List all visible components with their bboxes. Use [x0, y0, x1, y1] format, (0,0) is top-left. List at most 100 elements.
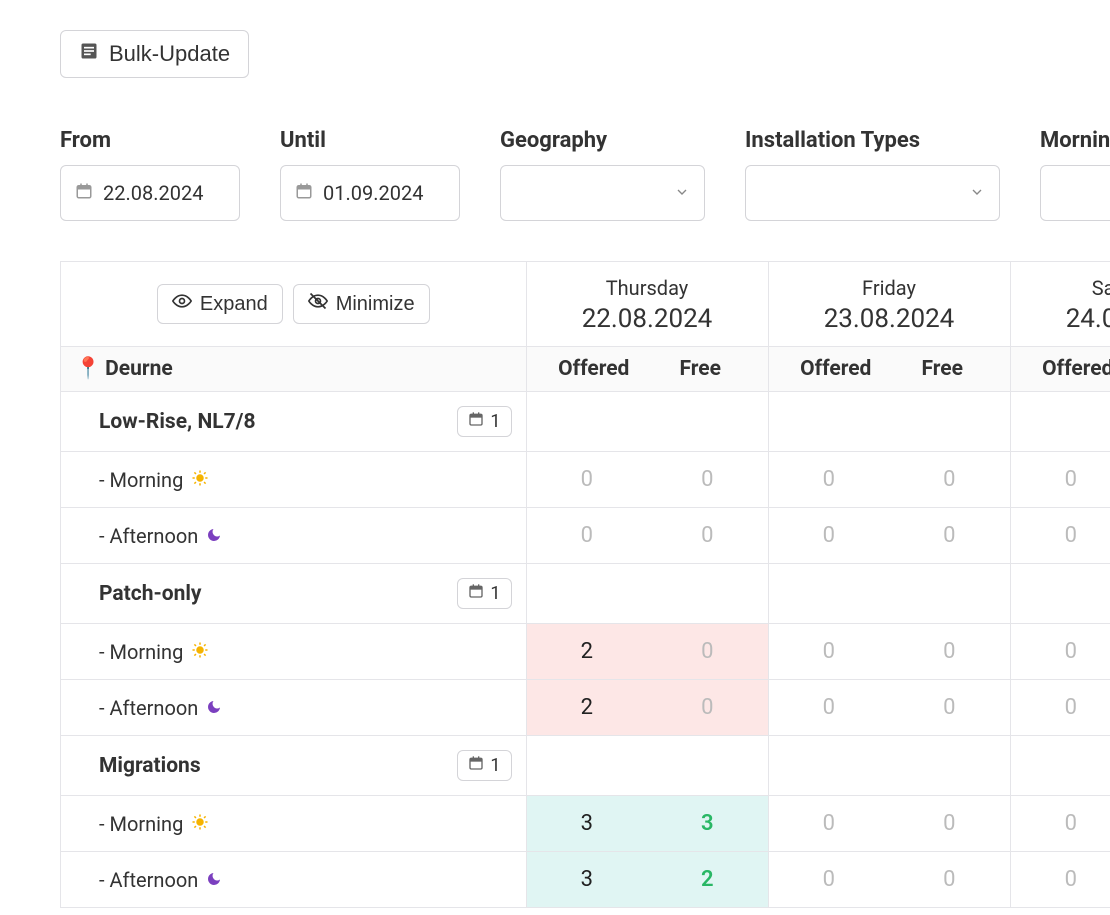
availability-cell[interactable]: 00	[768, 796, 1010, 852]
empty-cell	[526, 392, 768, 452]
availability-cell[interactable]: 00	[1010, 680, 1110, 736]
category-count-button[interactable]: 1	[457, 750, 511, 781]
moon-icon	[206, 524, 222, 548]
region-cell: 📍Deurne	[61, 347, 526, 392]
morning-select[interactable]	[1040, 165, 1110, 221]
free-label: Free	[647, 357, 754, 381]
availability-cell[interactable]: 00	[768, 680, 1010, 736]
subheader-cell: OfferedFree	[526, 347, 768, 392]
availability-cell[interactable]: 20	[526, 624, 768, 680]
empty-cell	[768, 564, 1010, 624]
from-label: From	[60, 128, 240, 153]
empty-cell	[1010, 564, 1110, 624]
minimize-label: Minimize	[336, 293, 415, 316]
free-value: 0	[889, 852, 1010, 907]
installation-types-select[interactable]	[745, 165, 1000, 221]
offered-value: 3	[527, 852, 648, 907]
availability-cell[interactable]: 00	[768, 508, 1010, 564]
slot-label: - Morning	[99, 812, 183, 836]
empty-cell	[768, 392, 1010, 452]
moon-icon	[206, 868, 222, 892]
offered-value: 0	[769, 852, 890, 907]
slot-label: - Afternoon	[99, 696, 198, 720]
slot-label: - Afternoon	[99, 524, 198, 548]
offered-value: 0	[1011, 680, 1110, 735]
availability-cell[interactable]: 00	[1010, 852, 1110, 908]
expand-label: Expand	[200, 293, 268, 316]
free-value: 0	[647, 508, 768, 563]
category-count-button[interactable]: 1	[457, 406, 511, 437]
availability-cell[interactable]: 00	[768, 624, 1010, 680]
free-value: 0	[889, 796, 1010, 851]
sun-icon	[191, 640, 209, 664]
subheader-cell: OfferedFree	[1010, 347, 1110, 392]
from-date-input[interactable]: 22.08.2024	[60, 165, 240, 221]
offered-label: Offered	[1025, 357, 1110, 381]
bulk-update-button[interactable]: Bulk-Update	[60, 30, 249, 78]
availability-cell[interactable]: 33	[526, 796, 768, 852]
availability-cell[interactable]: 20	[526, 680, 768, 736]
free-value: 0	[889, 624, 1010, 679]
empty-cell	[1010, 392, 1110, 452]
free-value: 3	[647, 796, 768, 851]
calendar-icon	[468, 755, 484, 776]
availability-cell[interactable]: 00	[1010, 452, 1110, 508]
slot-label-cell: - Morning	[61, 796, 526, 852]
availability-cell[interactable]: 32	[526, 852, 768, 908]
minimize-button[interactable]: Minimize	[293, 284, 430, 324]
empty-cell	[768, 736, 1010, 796]
offered-value: 0	[527, 452, 648, 507]
offered-value: 0	[1011, 508, 1110, 563]
offered-value: 2	[527, 624, 648, 679]
category-name: Patch-only	[99, 582, 202, 606]
availability-cell[interactable]: 00	[768, 452, 1010, 508]
morning-label: Morning	[1040, 128, 1110, 153]
calendar-icon	[295, 181, 313, 205]
offered-value: 0	[769, 680, 890, 735]
offered-value: 0	[1011, 796, 1110, 851]
until-date-input[interactable]: 01.09.2024	[280, 165, 460, 221]
calendar-icon	[468, 411, 484, 432]
slot-label-cell: - Morning	[61, 452, 526, 508]
offered-value: 0	[1011, 852, 1110, 907]
offered-value: 0	[769, 508, 890, 563]
bulk-update-label: Bulk-Update	[109, 41, 230, 67]
availability-cell[interactable]: 00	[526, 508, 768, 564]
free-label: Free	[889, 357, 996, 381]
availability-cell[interactable]: 00	[1010, 508, 1110, 564]
offered-value: 0	[769, 452, 890, 507]
availability-cell[interactable]: 00	[1010, 796, 1110, 852]
offered-value: 0	[527, 508, 648, 563]
slot-label: - Morning	[99, 468, 183, 492]
free-value: 2	[647, 852, 768, 907]
empty-cell	[526, 564, 768, 624]
calendar-icon	[468, 583, 484, 604]
offered-label: Offered	[783, 357, 890, 381]
category-count: 1	[490, 411, 500, 432]
availability-grid: Expand Minimize Thursday 22.08.2024	[60, 261, 1110, 908]
slot-label-cell: - Afternoon	[61, 508, 526, 564]
expand-button[interactable]: Expand	[157, 284, 283, 324]
region-name: Deurne	[105, 357, 173, 381]
calendar-icon	[75, 181, 93, 205]
subheader-cell: OfferedFree	[768, 347, 1010, 392]
availability-cell[interactable]: 00	[768, 852, 1010, 908]
offered-value: 2	[527, 680, 648, 735]
sun-icon	[191, 812, 209, 836]
category-cell: Patch-only 1	[61, 564, 526, 624]
moon-icon	[206, 696, 222, 720]
category-count: 1	[490, 755, 500, 776]
empty-cell	[526, 736, 768, 796]
day-header: Friday 23.08.2024	[768, 262, 1010, 347]
eye-icon	[172, 291, 192, 317]
filters-row: From 22.08.2024 Until 01.09.2024 Geograp…	[60, 128, 1110, 221]
category-count-button[interactable]: 1	[457, 578, 511, 609]
geography-select[interactable]	[500, 165, 705, 221]
availability-cell[interactable]: 00	[526, 452, 768, 508]
chevron-down-icon	[674, 181, 690, 205]
category-name: Low-Rise, NL7/8	[99, 410, 256, 434]
free-value: 0	[647, 624, 768, 679]
until-label: Until	[280, 128, 460, 153]
availability-cell[interactable]: 00	[1010, 624, 1110, 680]
free-value: 0	[889, 680, 1010, 735]
